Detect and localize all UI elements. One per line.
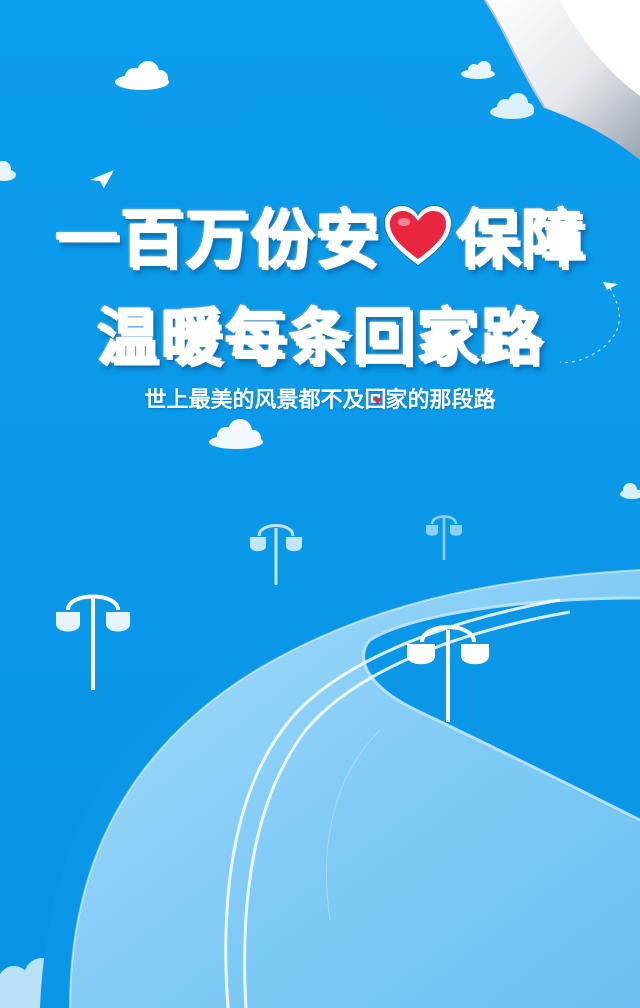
heart-icon: ♥ [373, 397, 382, 407]
street-lamp-icon [56, 594, 130, 690]
subtitle: 世上最美的风景都不及回♥ 家的那段路 [0, 386, 640, 417]
street-lamp-icon [250, 524, 302, 585]
headline-line-1-start: 一百万份安 [54, 202, 380, 278]
headline-line-1-end: 保障 [455, 202, 586, 278]
cloud-icon [620, 483, 640, 499]
paper-plane-icon [559, 282, 620, 364]
paper-plane-icon [90, 170, 114, 188]
page-curl [484, 0, 640, 160]
cloud-icon [115, 61, 169, 90]
heart-icon [383, 204, 452, 267]
subtitle-start: 世上最美的风景都不及回 [144, 388, 387, 413]
headline-line-2: 温暖每条回家路 [95, 299, 544, 374]
cloud-icon [461, 61, 495, 79]
street-lamp-icon [426, 515, 462, 560]
subtitle-end: 家的那段路 [385, 388, 496, 413]
street-lamp-icon [407, 625, 489, 722]
cloud-icon [209, 419, 263, 449]
cloud-icon [0, 161, 16, 181]
headline-line-1: 一百万份安 保障 [0, 200, 640, 280]
cloud-icon [490, 93, 534, 119]
